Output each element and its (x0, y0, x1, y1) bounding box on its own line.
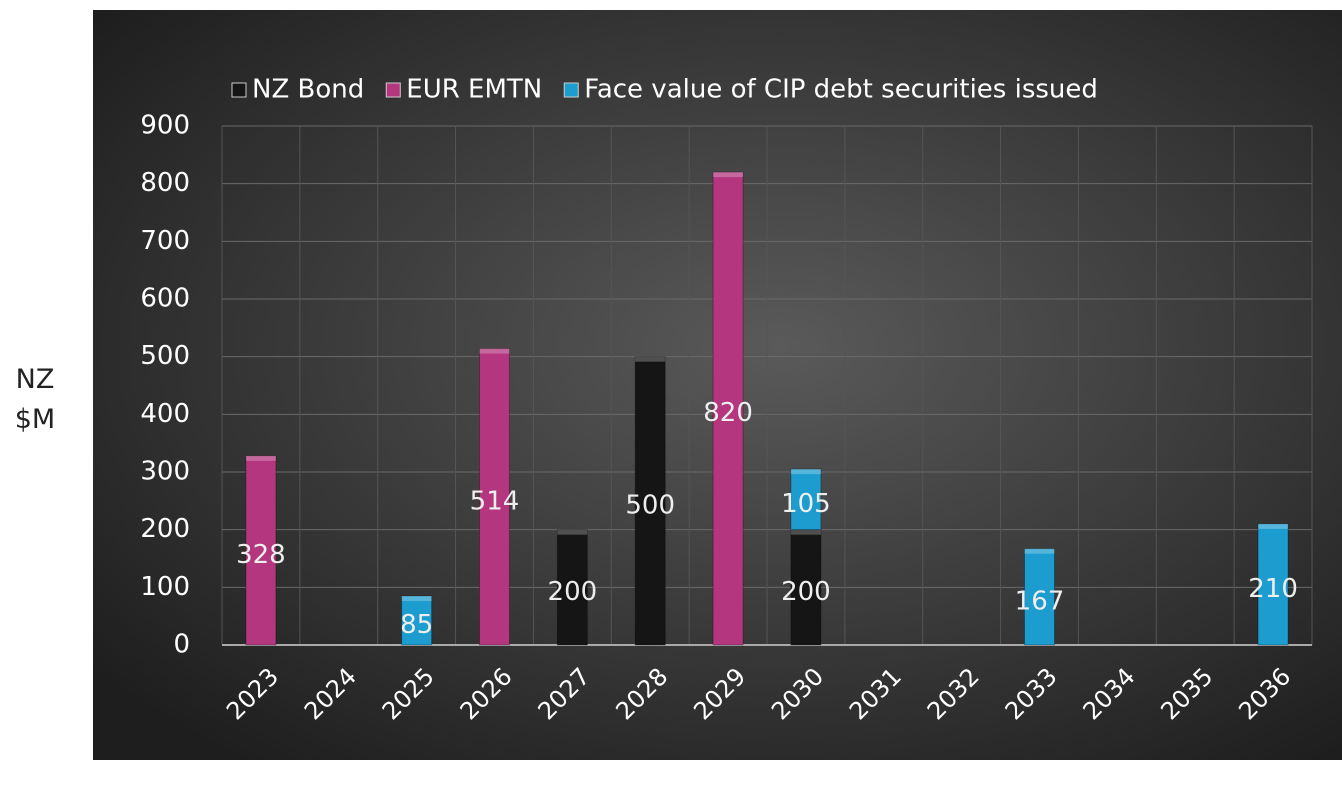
y-tick-label: 200 (140, 514, 190, 544)
data-label: 500 (625, 490, 675, 520)
legend-label: EUR EMTN (406, 75, 542, 105)
bar (245, 455, 277, 646)
y-tick-label: 800 (140, 168, 190, 198)
data-label: 820 (703, 398, 753, 428)
legend-swatch (563, 82, 579, 98)
data-label: 200 (548, 577, 598, 607)
data-label: 514 (470, 486, 520, 516)
legend-swatch (385, 82, 401, 98)
bar-cap (713, 172, 744, 178)
legend-label: Face value of CIP debt securities issued (584, 75, 1098, 105)
data-label: 167 (1015, 586, 1065, 616)
bar-cap (1258, 523, 1289, 529)
bar (1024, 548, 1055, 646)
y-tick-label: 100 (140, 572, 190, 602)
bar (790, 468, 822, 531)
bar (479, 348, 510, 646)
data-label: 200 (781, 577, 831, 607)
y-tick-label: 600 (140, 284, 190, 314)
bar-cap (557, 529, 588, 535)
y-tick-label: 700 (140, 226, 190, 256)
data-label: 105 (781, 489, 831, 519)
bar (712, 171, 744, 646)
bar (1257, 523, 1289, 646)
bar-cap (790, 529, 821, 535)
bar (634, 356, 666, 646)
y-tick-label: 300 (140, 457, 190, 487)
data-label: 85 (400, 610, 433, 640)
y-axis-label: NZ $M (14, 364, 56, 435)
bar (790, 529, 822, 646)
bar-cap (245, 455, 276, 461)
data-label: 210 (1248, 574, 1298, 604)
data-label: 328 (236, 540, 286, 570)
y-tick-label: 500 (140, 341, 190, 371)
bar-cap (401, 595, 432, 601)
bar-cap (790, 469, 821, 475)
legend-swatch (231, 82, 247, 98)
legend-label: NZ Bond (252, 75, 364, 105)
y-tick-label: 400 (140, 399, 190, 429)
bar (556, 529, 588, 646)
y-tick-label: 0 (173, 630, 190, 660)
bar-cap (635, 356, 666, 362)
bar-cap (1024, 548, 1055, 554)
bar (401, 595, 433, 646)
bar-cap (479, 348, 510, 354)
y-tick-label: 900 (140, 111, 190, 141)
